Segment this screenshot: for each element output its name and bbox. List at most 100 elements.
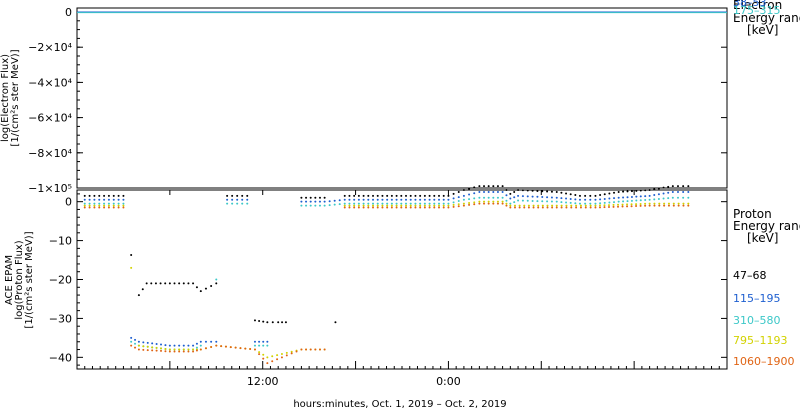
data-point — [574, 194, 577, 197]
data-point — [667, 197, 670, 200]
electron-legend: Electron Energy range [keV] 38–53 175–31… — [733, 0, 800, 37]
data-point — [639, 189, 642, 192]
data-point — [608, 197, 611, 200]
data-point — [414, 198, 417, 201]
data-point — [677, 202, 680, 205]
data-point — [178, 348, 181, 351]
data-point — [560, 201, 563, 204]
data-point — [372, 204, 375, 207]
y-tick-label: −4×10⁴ — [28, 76, 72, 89]
data-point — [142, 345, 145, 348]
data-point — [266, 362, 269, 365]
data-point — [231, 194, 234, 197]
data-point — [438, 198, 441, 201]
data-point — [541, 196, 544, 199]
data-point — [204, 340, 207, 343]
data-point — [117, 206, 120, 209]
data-point — [492, 185, 495, 188]
data-point — [107, 198, 110, 201]
data-point — [492, 202, 495, 205]
data-point — [246, 198, 249, 201]
data-point — [671, 185, 674, 188]
data-point — [405, 194, 408, 197]
data-point — [518, 206, 521, 209]
data-point — [537, 204, 540, 207]
data-point — [509, 197, 512, 200]
data-point — [599, 198, 602, 201]
data-point — [314, 196, 317, 199]
data-point — [98, 198, 101, 201]
series-47–68 — [83, 185, 690, 324]
data-point — [414, 194, 417, 197]
data-point — [433, 202, 436, 205]
data-point — [372, 202, 375, 205]
data-point — [405, 204, 408, 207]
electron-legend-header-3: [keV] — [747, 23, 778, 37]
data-point — [88, 204, 91, 207]
data-point — [579, 206, 582, 209]
data-point — [584, 198, 587, 201]
data-point — [284, 321, 287, 324]
data-point — [390, 202, 393, 205]
data-point — [550, 200, 553, 203]
data-point — [496, 200, 499, 203]
data-point — [433, 194, 436, 197]
data-point — [527, 206, 530, 209]
data-point — [505, 204, 508, 207]
data-point — [187, 344, 190, 347]
data-point — [635, 189, 638, 192]
data-point — [400, 204, 403, 207]
data-point — [390, 198, 393, 201]
data-point — [603, 201, 606, 204]
data-point — [258, 320, 261, 323]
data-point — [187, 350, 190, 353]
data-point — [419, 202, 422, 205]
data-point — [98, 206, 101, 209]
data-point — [589, 204, 592, 207]
data-point — [513, 196, 516, 199]
data-point — [536, 189, 539, 192]
data-point — [343, 202, 346, 205]
data-point — [323, 348, 326, 351]
data-point — [644, 202, 647, 205]
data-point — [376, 206, 379, 209]
data-point — [276, 358, 279, 361]
data-point — [362, 194, 365, 197]
data-point — [672, 204, 675, 207]
data-point — [199, 340, 202, 343]
data-point — [155, 346, 158, 349]
data-point — [367, 198, 370, 201]
data-point — [468, 187, 471, 190]
data-point — [419, 198, 422, 201]
data-point — [414, 202, 417, 205]
data-point — [318, 204, 321, 207]
data-point — [93, 198, 96, 201]
data-point — [551, 204, 554, 207]
data-point — [438, 204, 441, 207]
data-point — [653, 198, 656, 201]
data-point — [594, 194, 597, 197]
data-point — [598, 206, 601, 209]
data-point — [400, 206, 403, 209]
data-point — [151, 342, 154, 345]
data-point — [160, 349, 163, 352]
data-point — [483, 196, 486, 199]
data-point — [122, 204, 125, 207]
data-point — [348, 206, 351, 209]
data-point — [687, 202, 690, 205]
data-point — [658, 202, 661, 205]
proton-flux-panel: 0 −10 −20 −30 −40 12:00 0:00 ACE EPAM log(Pro… — [4, 185, 800, 410]
data-point — [630, 190, 633, 193]
data-point — [613, 197, 616, 200]
data-point — [244, 347, 247, 350]
data-point — [93, 194, 96, 197]
data-point — [483, 185, 486, 188]
data-point — [253, 348, 256, 351]
data-point — [648, 198, 651, 201]
data-point — [357, 194, 360, 197]
data-point — [657, 187, 660, 190]
data-point — [134, 346, 137, 349]
data-point — [513, 204, 516, 207]
data-point — [630, 203, 633, 206]
data-point — [362, 198, 365, 201]
